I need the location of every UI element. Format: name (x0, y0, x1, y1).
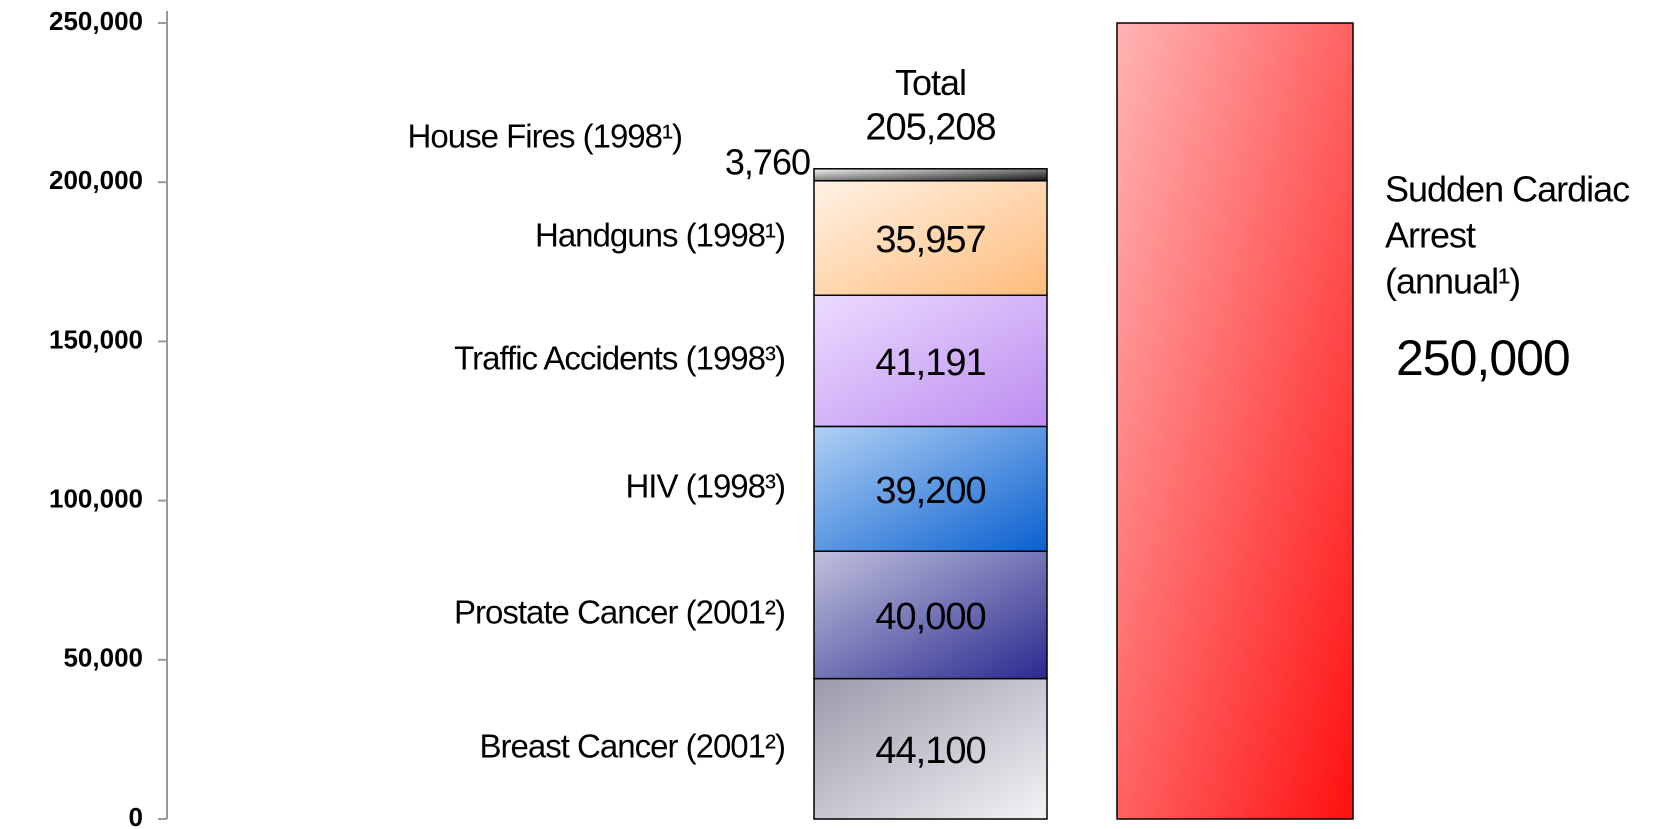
bar-segment (813, 550, 1048, 680)
segment-label: Handguns (1998¹) (535, 217, 785, 254)
segment-label: Breast Cancer (2001²) (480, 728, 785, 765)
bar-segment (813, 168, 1048, 182)
segment-label: House Fires (1998¹) (408, 118, 682, 155)
value-label: 39,200 (875, 470, 985, 512)
y-tick-label: 250,000 (49, 6, 143, 36)
value-label: 3,760 (725, 141, 810, 182)
value-label: 35,957 (875, 219, 985, 261)
value-label: 41,191 (875, 342, 985, 384)
y-tick-label: 200,000 (49, 165, 143, 195)
comparison-bar (1116, 22, 1354, 820)
segment-label: HIV (1998³) (625, 468, 785, 505)
total-value: 205,208 (865, 107, 995, 149)
value-label: 44,100 (875, 730, 985, 772)
bar-segment (813, 425, 1048, 552)
segment-label: Traffic Accidents (1998³) (454, 340, 785, 377)
y-tick-label: 150,000 (49, 324, 143, 354)
bar-segment (813, 677, 1048, 820)
comparison-label: Sudden Cardiac (1385, 169, 1630, 210)
bar-segment (813, 294, 1048, 428)
value-label: 40,000 (875, 596, 985, 638)
comparison-label: Arrest (1385, 215, 1476, 256)
segment-label: Prostate Cancer (2001²) (454, 594, 785, 631)
comparison-label: (annual¹) (1385, 261, 1520, 302)
y-tick-label: 100,000 (49, 483, 143, 513)
y-tick-label: 0 (129, 802, 143, 829)
y-tick-label: 50,000 (63, 643, 143, 673)
comparison-value: 250,000 (1396, 330, 1570, 386)
total-label: Total (895, 62, 966, 103)
bar-segment (813, 180, 1048, 297)
